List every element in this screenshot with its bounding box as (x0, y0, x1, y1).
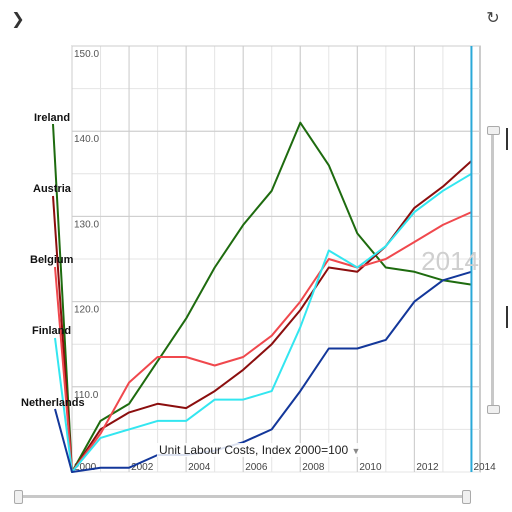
x-tick-label: 2014 (473, 462, 496, 473)
x-tick-label: 2000 (74, 462, 97, 473)
y-tick-label: 110.0 (74, 390, 99, 401)
reset-icon[interactable]: ↻ (486, 8, 500, 27)
axis-ticks: 110.0 120.0 130.0 140.0 150.0 2000 2002 2004 200… (74, 49, 496, 473)
zoom-slider-track[interactable] (491, 130, 494, 410)
series-line-belgium[interactable] (54, 211, 472, 473)
series-line-netherlands[interactable] (54, 270, 472, 473)
zoom-slider-top-thumb[interactable] (487, 126, 500, 135)
y-tick-label: 120.0 (74, 305, 99, 316)
chevron-right-icon[interactable]: ❯ (11, 9, 25, 28)
side-panel-handle-top[interactable] (506, 128, 512, 150)
x-tick-label: 2012 (416, 462, 439, 473)
x-tick-label: 2010 (359, 462, 382, 473)
x-tick-label: 2004 (188, 462, 211, 473)
zoom-slider-bottom-thumb[interactable] (487, 405, 500, 414)
y-tick-label: 130.0 (74, 219, 99, 230)
country-label-austria[interactable]: Austria (33, 183, 71, 195)
country-label-finland[interactable]: Finland (32, 325, 72, 337)
series-line-finland[interactable] (54, 172, 472, 473)
country-label-netherlands[interactable]: Netherlands (21, 397, 85, 409)
series-line-ireland[interactable] (52, 121, 472, 473)
series-lines (52, 121, 473, 473)
indicator-label: Unit Labour Costs, Index 2000=100 (159, 443, 349, 457)
country-label-belgium[interactable]: Belgium (30, 254, 74, 266)
side-panel-handle-bottom[interactable] (506, 306, 512, 328)
x-tick-label: 2006 (245, 462, 268, 473)
time-slider-start-thumb[interactable] (14, 490, 23, 504)
x-tick-label: 2008 (302, 462, 325, 473)
country-label-ireland[interactable]: Ireland (34, 112, 71, 124)
series-line-austria[interactable] (52, 160, 473, 473)
indicator-selector[interactable]: Unit Labour Costs, Index 2000=100 ▼ (157, 443, 363, 457)
y-tick-label: 140.0 (74, 134, 99, 145)
y-tick-label: 150.0 (74, 49, 99, 60)
x-tick-label: 2002 (131, 462, 154, 473)
year-watermark: 2014 (421, 246, 479, 276)
time-slider-track[interactable] (18, 495, 468, 498)
time-slider-end-thumb[interactable] (462, 490, 471, 504)
dropdown-caret-icon: ▼ (351, 446, 361, 456)
